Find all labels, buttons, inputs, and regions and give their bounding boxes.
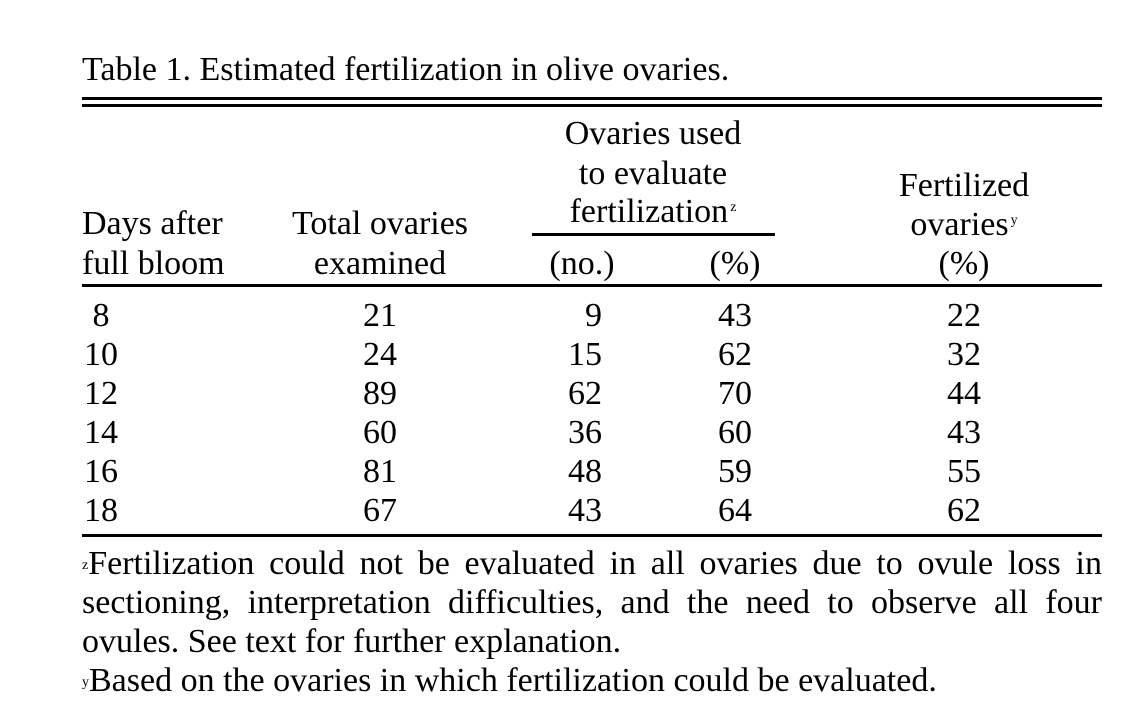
cell-no: 43 — [568, 492, 602, 529]
header-days-line2: full bloom — [82, 245, 225, 282]
cell-days: 12 — [84, 375, 118, 412]
footnote-y: yBased on the ovaries in which fertiliza… — [82, 661, 1102, 700]
cell-no: 9 — [585, 297, 602, 334]
cell-no: 48 — [568, 453, 602, 490]
cell-total: 89 — [363, 375, 397, 412]
top-rule-1 — [82, 97, 1102, 100]
cell-pct: 70 — [718, 375, 752, 412]
cell-pct: 43 — [718, 297, 752, 334]
header-fert-line2-text: ovaries — [910, 206, 1009, 243]
header-fert-line3: (%) — [938, 245, 990, 282]
cell-days: 14 — [84, 414, 118, 451]
cell-fert: 62 — [947, 492, 981, 529]
header-used-line2: to evaluate — [578, 155, 728, 192]
header-total-line1: Total ovaries — [291, 205, 469, 242]
footnote-y-text: Based on the ovaries in which fertilizat… — [89, 662, 937, 699]
footnote-z-text: Fertilization could not be evaluated in … — [82, 545, 1102, 660]
cell-fert: 55 — [947, 453, 981, 490]
header-used-no: (no.) — [549, 245, 615, 282]
cell-total: 60 — [363, 414, 397, 451]
header-total-line2: examined — [313, 245, 447, 282]
cell-days: 16 — [84, 453, 118, 490]
cell-pct: 59 — [718, 453, 752, 490]
cell-total: 67 — [363, 492, 397, 529]
header-used-line3-text: fertilization — [569, 193, 729, 230]
cell-no: 15 — [568, 336, 602, 373]
cell-days: 18 — [84, 492, 118, 529]
footnote-z-marker: z — [82, 558, 89, 573]
header-days-line1: Days after — [82, 205, 223, 242]
cell-pct: 64 — [718, 492, 752, 529]
cell-fert: 43 — [947, 414, 981, 451]
cell-total: 21 — [363, 297, 397, 334]
header-used-line3: fertilization z — [570, 192, 737, 232]
cell-days: 10 — [84, 336, 118, 373]
cell-days: 8 — [92, 297, 110, 334]
header-used-line1: Ovaries used — [564, 115, 742, 152]
header-fert-line1: Fertilized — [898, 167, 1030, 204]
header-used-pct: (%) — [709, 245, 761, 282]
footnote-marker-y: y — [1010, 213, 1018, 228]
cell-pct: 60 — [718, 414, 752, 451]
cell-fert: 32 — [947, 336, 981, 373]
cell-total: 81 — [363, 453, 397, 490]
header-fert-line2: ovaries y — [910, 205, 1017, 245]
table-bottom-rule — [82, 534, 1102, 537]
cell-pct: 62 — [718, 336, 752, 373]
table-caption: Table 1. Estimated fertilization in oliv… — [82, 51, 730, 88]
cell-no: 36 — [568, 414, 602, 451]
cell-fert: 44 — [947, 375, 981, 412]
cell-fert: 22 — [947, 297, 981, 334]
footnote-marker-z: z — [730, 200, 737, 215]
footnote-z: zFertilization could not be evaluated in… — [82, 544, 1102, 661]
header-bottom-rule — [82, 284, 1102, 287]
footnote-y-marker: y — [82, 675, 89, 690]
sub-header-rule — [532, 233, 775, 236]
cell-total: 24 — [363, 336, 397, 373]
cell-no: 62 — [568, 375, 602, 412]
top-rule-2 — [82, 104, 1102, 107]
